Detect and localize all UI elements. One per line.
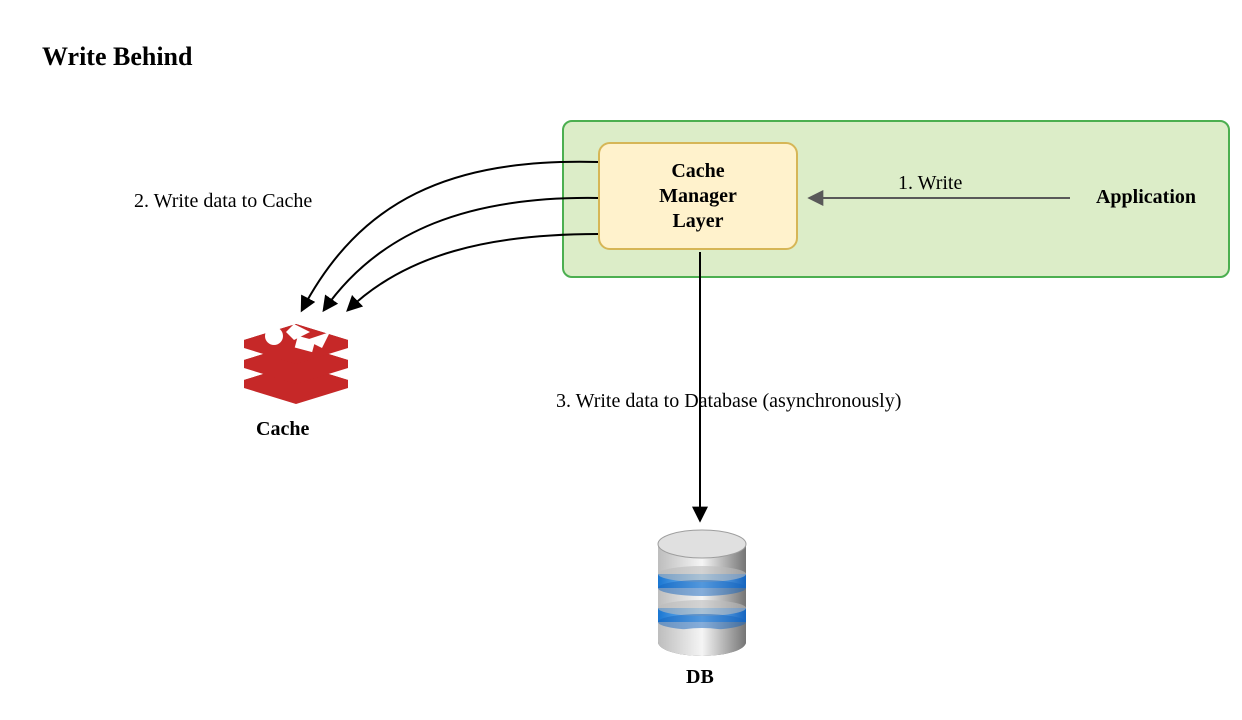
- edge-label-2: 2. Write data to Cache: [134, 190, 312, 213]
- application-node: Application: [1076, 186, 1216, 209]
- edge-label-3: 3. Write data to Database (asynchronousl…: [556, 390, 901, 413]
- cache-node-label: Cache: [256, 418, 309, 441]
- diagram-title: Write Behind: [42, 42, 192, 72]
- cache-manager-line2: Manager: [659, 184, 737, 209]
- cache-manager-line3: Layer: [672, 209, 723, 234]
- arrow-manager-to-cache-2: [324, 198, 598, 310]
- db-node-label: DB: [686, 666, 714, 689]
- cache-manager-box: Cache Manager Layer: [598, 142, 798, 250]
- connector-svg: [0, 0, 1242, 720]
- arrow-manager-to-cache-1: [302, 162, 598, 310]
- cache-manager-line1: Cache: [671, 159, 724, 184]
- write-behind-diagram: Write Behind Cache Manager Layer Applica…: [0, 0, 1242, 720]
- arrow-manager-to-cache-3: [348, 234, 598, 310]
- redis-icon: [236, 302, 356, 414]
- edge-label-1: 1. Write: [898, 172, 962, 195]
- database-icon: [648, 520, 756, 660]
